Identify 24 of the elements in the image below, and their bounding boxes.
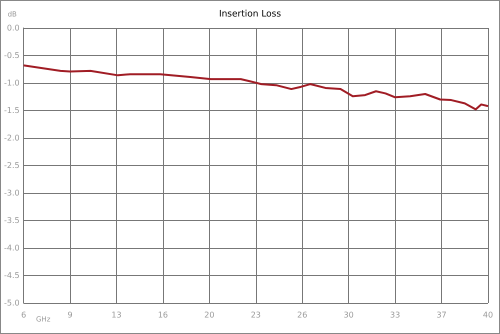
- x-tick-label: 6: [21, 310, 26, 320]
- x-tick-label: 26: [297, 310, 308, 320]
- x-tick-label: 40: [482, 310, 494, 320]
- x-tick-label: 33: [390, 310, 400, 320]
- y-tick-label: -2.0: [4, 134, 20, 142]
- x-tick-label: 37: [436, 310, 447, 320]
- y-tick-label: 0.0: [6, 24, 20, 32]
- x-tick-label: 30: [344, 310, 354, 320]
- x-tick-label: 9: [68, 310, 73, 320]
- chart-title: Insertion Loss: [218, 10, 282, 20]
- x-tick-label: 16: [158, 310, 168, 320]
- y-tick-label: -3.5: [4, 216, 20, 225]
- line-series: [22, 64, 489, 110]
- x-tick-label: 23: [250, 310, 261, 320]
- y-tick-label: -4.0: [4, 244, 20, 252]
- y-tick-label: -1.0: [4, 78, 20, 88]
- y-tick-label: -3.0: [4, 188, 20, 198]
- x-tick-label: 20: [204, 310, 214, 320]
- y-tick-label: -0.5: [4, 51, 20, 60]
- y-tick-label: -2.5: [4, 161, 20, 170]
- x-tick-label: 13: [111, 310, 122, 320]
- y-tick-label: -1.5: [4, 106, 20, 115]
- y-tick-label: -5.0: [4, 298, 20, 308]
- y-tick-label: -4.5: [4, 271, 20, 280]
